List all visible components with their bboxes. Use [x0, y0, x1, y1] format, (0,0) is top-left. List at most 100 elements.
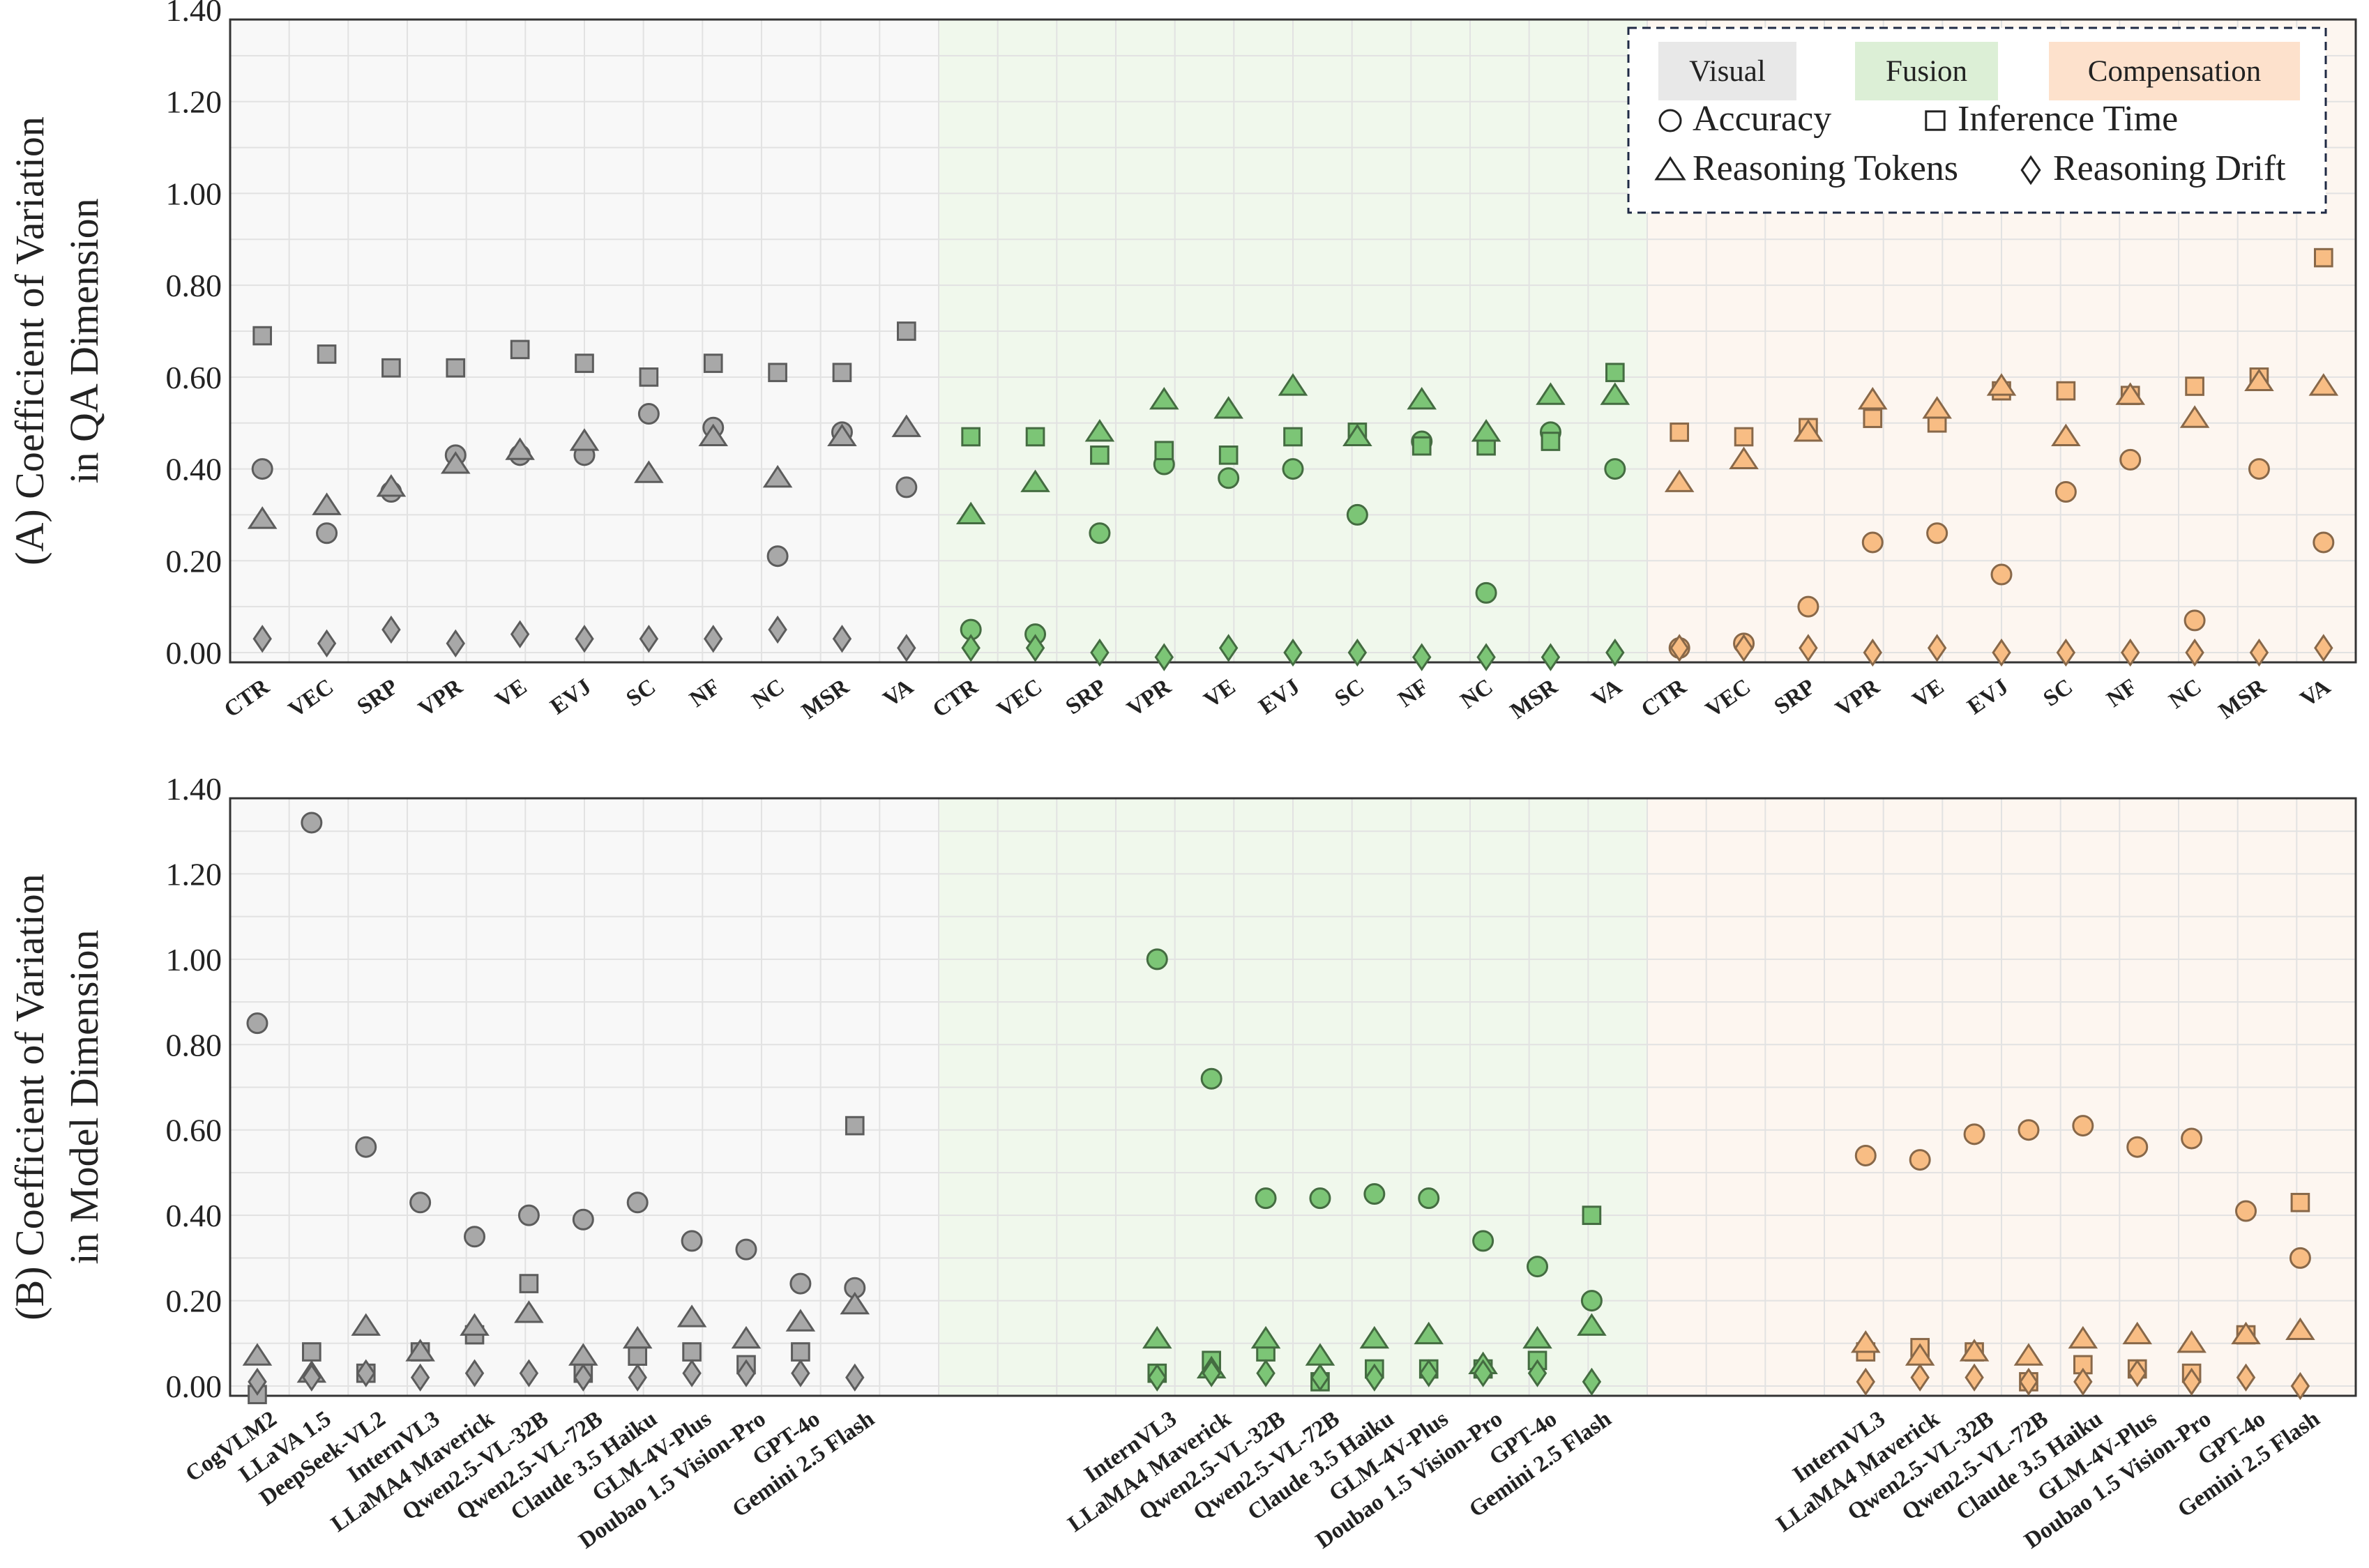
point-accuracy: [1255, 1187, 1277, 1210]
point-accuracy: [2248, 458, 2270, 480]
point-reasoning-drift: [897, 634, 916, 662]
point-reasoning-drift: [1927, 634, 1947, 662]
point-reasoning-drift: [1283, 638, 1303, 667]
point-reasoning-drift: [2185, 638, 2204, 667]
point-reasoning-drift: [2056, 638, 2076, 667]
point-reasoning-drift: [573, 1363, 593, 1392]
point-reasoning-tokens: [2177, 1330, 2207, 1353]
point-inference-time: [703, 353, 723, 373]
point-reasoning-drift: [1256, 1359, 1276, 1387]
y-tick-label: 0.40: [166, 1198, 222, 1233]
point-reasoning-tokens: [1986, 373, 2017, 396]
x-tick-label: NC: [748, 674, 789, 714]
point-accuracy: [2235, 1200, 2257, 1222]
point-inference-time: [1154, 441, 1174, 461]
point-reasoning-drift: [845, 1363, 865, 1392]
point-inference-time: [2056, 381, 2076, 401]
legend-group-swatch: [1658, 42, 1796, 100]
point-reasoning-tokens: [1142, 1325, 1172, 1349]
y-tick-label: 1.00: [166, 176, 222, 211]
point-reasoning-drift: [2249, 638, 2269, 667]
point-inference-time: [381, 358, 401, 378]
point-accuracy: [251, 458, 273, 480]
point-reasoning-tokens: [2051, 423, 2081, 447]
point-reasoning-tokens: [2122, 1321, 2153, 1345]
point-reasoning-tokens: [1020, 469, 1050, 492]
point-reasoning-tokens: [622, 1325, 653, 1349]
point-accuracy: [1475, 581, 1497, 604]
point-inference-time: [1734, 427, 1754, 447]
point-reasoning-drift: [2181, 1367, 2202, 1396]
point-reasoning-drift: [2019, 1367, 2038, 1396]
point-inference-time: [961, 427, 981, 447]
y-axis-label: (A) Coefficient of Variation: [7, 116, 52, 565]
point-reasoning-tokens: [1664, 469, 1695, 492]
point-accuracy: [301, 812, 323, 834]
point-inference-time: [1025, 427, 1045, 447]
x-tick-label: VPR: [414, 673, 468, 722]
point-accuracy: [2119, 448, 2142, 471]
point-reasoning-tokens: [955, 501, 986, 525]
point-accuracy: [1472, 1230, 1494, 1252]
legend-group-label: Compensation: [2088, 55, 2261, 88]
point-reasoning-drift: [1605, 638, 1625, 667]
y-tick-label: 1.20: [166, 856, 222, 892]
x-tick-label: NF: [2103, 674, 2142, 713]
point-reasoning-drift: [1347, 638, 1368, 667]
point-reasoning-tokens: [1729, 446, 1759, 469]
point-reasoning-drift: [1365, 1363, 1384, 1392]
point-accuracy: [1200, 1067, 1223, 1090]
x-tick-label: VPR: [1123, 673, 1176, 722]
x-tick-label: CTR: [220, 673, 275, 722]
point-reasoning-tokens: [2068, 1325, 2098, 1349]
point-reasoning-tokens: [1084, 419, 1115, 442]
x-tick-label: NF: [1394, 674, 1434, 713]
x-tick-label: VPR: [1831, 673, 1885, 722]
point-reasoning-drift: [1202, 1359, 1221, 1387]
point-reasoning-tokens: [351, 1313, 381, 1336]
point-reasoning-tokens: [1407, 386, 1437, 410]
point-reasoning-tokens: [1922, 396, 1952, 419]
legend-metric-label: Inference Time: [1958, 99, 2178, 139]
point-inference-time: [2290, 1192, 2310, 1212]
point-inference-time: [791, 1342, 810, 1362]
point-reasoning-drift: [1799, 634, 1818, 662]
x-tick-label: VA: [879, 674, 918, 712]
legend: Visual Fusion Compensation Accuracy Inferenc…: [1627, 26, 2327, 214]
point-reasoning-drift: [1218, 634, 1239, 662]
y-tick-label: 1.20: [166, 84, 222, 120]
point-inference-time: [639, 367, 659, 387]
x-tick-label: MSR: [1506, 673, 1563, 724]
point-reasoning-drift: [1910, 1363, 1930, 1392]
legend-group-swatch: [1855, 42, 1998, 100]
point-reasoning-drift: [1473, 1359, 1493, 1387]
point-reasoning-drift: [1734, 634, 1754, 662]
point-reasoning-tokens: [460, 1313, 490, 1336]
y-tick-label: 1.40: [166, 771, 222, 807]
x-tick-label: VA: [2296, 674, 2335, 712]
point-accuracy: [2289, 1247, 2311, 1269]
point-inference-time: [302, 1342, 321, 1362]
point-reasoning-tokens: [242, 1343, 273, 1366]
point-accuracy: [1909, 1149, 1931, 1171]
point-accuracy: [517, 1204, 540, 1226]
x-tick-label: VE: [1908, 674, 1948, 713]
point-reasoning-drift: [510, 620, 530, 648]
x-tick-label: CTR: [1637, 673, 1692, 722]
point-reasoning-drift: [1025, 634, 1045, 662]
legend-square-icon: [1925, 110, 1946, 131]
point-reasoning-tokens: [2285, 1317, 2315, 1340]
point-reasoning-tokens: [840, 1291, 870, 1315]
point-inference-time: [252, 326, 273, 346]
point-reasoning-drift: [1412, 643, 1432, 671]
point-inference-time: [1218, 445, 1239, 465]
y-axis-label: in Model Dimension: [61, 929, 107, 1264]
point-reasoning-drift: [1147, 1363, 1167, 1392]
point-reasoning-drift: [2073, 1367, 2093, 1396]
point-accuracy: [2126, 1136, 2149, 1158]
point-reasoning-tokens: [634, 460, 664, 483]
point-inference-time: [628, 1346, 648, 1366]
point-accuracy: [2181, 1127, 2203, 1150]
y-axis-label: (B) Coefficient of Variation: [7, 874, 52, 1320]
